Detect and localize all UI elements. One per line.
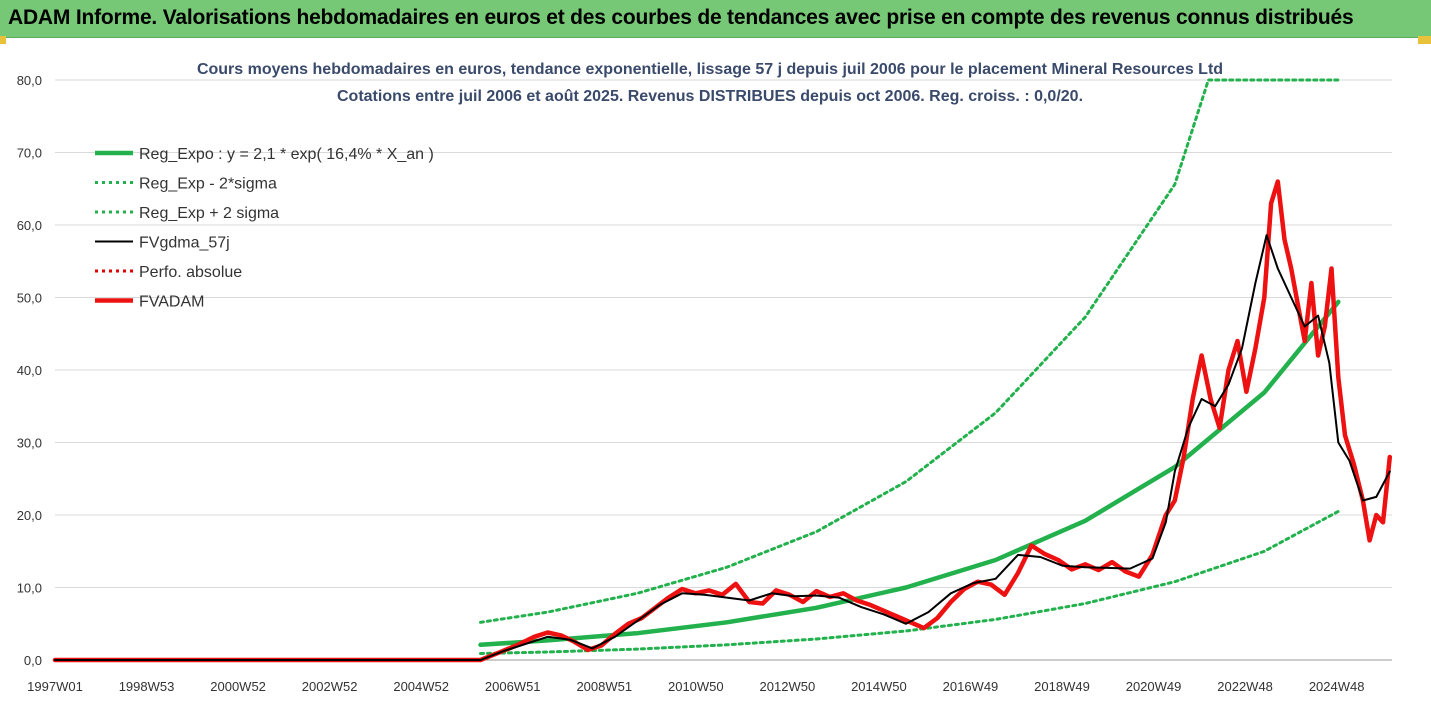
x-tick-label: 2006W51: [485, 679, 541, 694]
y-tick-label: 60,0: [17, 218, 42, 233]
y-tick-label: 20,0: [17, 508, 42, 523]
x-tick-label: 2024W48: [1309, 679, 1365, 694]
x-tick-label: 2010W50: [668, 679, 724, 694]
x-tick-label: 1998W53: [119, 679, 175, 694]
series-line: [478, 299, 1341, 648]
corner-mark-left: [0, 36, 6, 44]
legend-label: Reg_Expo : y = 2,1 * exp( 16,4% * X_an ): [139, 146, 434, 163]
chart-title: Cours moyens hebdomadaires en euros, ten…: [196, 61, 1224, 78]
x-tick-label: 2022W48: [1217, 679, 1273, 694]
x-tick-label: 1997W01: [27, 679, 83, 694]
series-line: [52, 179, 1393, 663]
page-title: ADAM Informe. Valorisations hebdomadaire…: [8, 6, 1354, 29]
y-tick-label: 0,0: [24, 653, 42, 668]
legend-label: FVgdma_57j: [139, 235, 230, 252]
x-tick-label: 2000W52: [210, 679, 266, 694]
x-tick-label: 2004W52: [393, 679, 449, 694]
y-tick-label: 70,0: [17, 146, 42, 161]
legend-label: FVADAM: [139, 294, 204, 311]
series-line: [54, 234, 1391, 661]
y-tick-label: 50,0: [17, 291, 42, 306]
corner-mark-right: [1418, 36, 1431, 44]
x-tick-label: 2012W50: [760, 679, 816, 694]
series-line: [479, 78, 1340, 624]
header-banner: ADAM Informe. Valorisations hebdomadaire…: [0, 0, 1431, 38]
series-line: [479, 509, 1340, 655]
chart-subtitle: Cotations entre juil 2006 et août 2025. …: [336, 88, 1084, 105]
y-tick-label: 30,0: [17, 436, 42, 451]
y-tick-label: 40,0: [17, 363, 42, 378]
y-tick-label: 80,0: [17, 73, 42, 88]
x-tick-label: 2016W49: [943, 679, 999, 694]
y-tick-label: 10,0: [17, 581, 42, 596]
legend-label: Reg_Exp + 2 sigma: [139, 205, 279, 222]
x-tick-label: 2002W52: [302, 679, 358, 694]
x-tick-label: 2018W49: [1034, 679, 1090, 694]
x-tick-label: 2014W50: [851, 679, 907, 694]
x-tick-label: 2020W49: [1126, 679, 1182, 694]
x-tick-label: 2008W51: [576, 679, 632, 694]
legend-label: Perfo. absolue: [139, 264, 242, 281]
legend-label: Reg_Exp - 2*sigma: [139, 176, 277, 193]
